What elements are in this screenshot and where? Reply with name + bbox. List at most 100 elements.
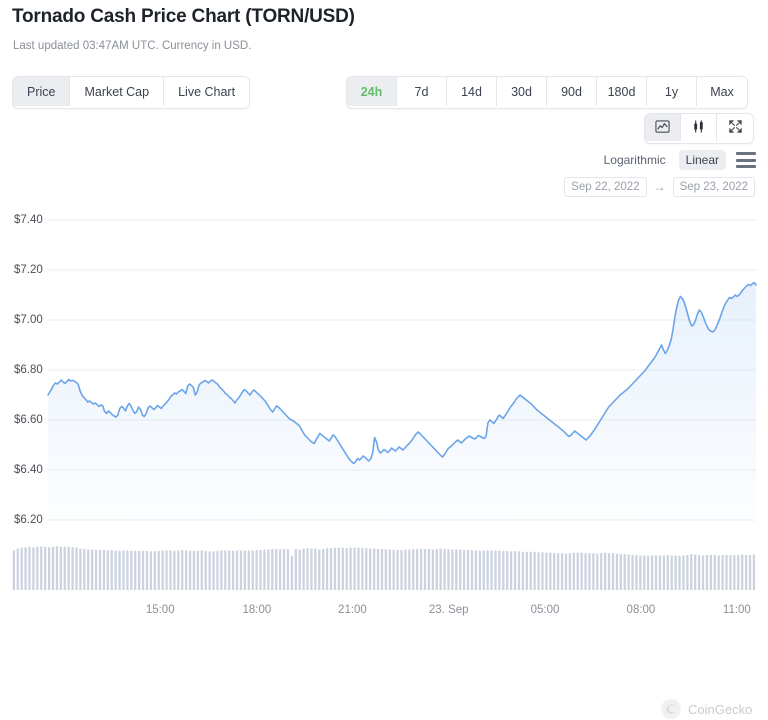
navigator-bar [619, 554, 622, 590]
navigator-bar [674, 555, 677, 590]
range-14d[interactable]: 14d [447, 77, 497, 106]
navigator-bar [423, 549, 427, 590]
navigator-bar [157, 550, 160, 590]
navigator-bar [392, 549, 395, 590]
navigator-bar [470, 550, 474, 590]
date-range-picker[interactable]: Sep 22, 2022 → Sep 23, 2022 [564, 177, 755, 197]
navigator-bar [459, 549, 462, 590]
navigator-bar [490, 550, 493, 590]
navigator-bar [611, 553, 615, 590]
navigator-bar [486, 550, 489, 590]
candlestick-chart-icon[interactable] [681, 114, 717, 141]
navigator-bar [353, 547, 356, 590]
navigator-bar [329, 548, 333, 590]
navigator-bar [16, 548, 19, 590]
tab-price[interactable]: Price [13, 77, 71, 106]
y-axis-tick-label: $6.40 [14, 464, 43, 476]
navigator-bar [94, 549, 98, 590]
navigator-bar [400, 549, 403, 590]
chart-range-navigator[interactable] [12, 544, 756, 590]
navigator-bar [263, 549, 266, 590]
chart-type-buttons[interactable] [644, 113, 754, 144]
navigator-bar [682, 555, 685, 590]
navigator-bar [482, 550, 485, 590]
chart-metric-tabs[interactable]: Price Market Cap Live Chart [12, 76, 251, 109]
navigator-bar [631, 555, 634, 590]
navigator-bar [67, 546, 70, 590]
date-to-input[interactable]: Sep 23, 2022 [672, 177, 755, 197]
range-30d[interactable]: 30d [497, 77, 547, 106]
navigator-bar [231, 550, 235, 590]
navigator-bar [639, 555, 642, 590]
navigator-bar [294, 549, 297, 590]
navigator-bar [541, 552, 544, 590]
navigator-bar [576, 552, 579, 590]
navigator-bar [196, 550, 200, 590]
navigator-bar [596, 553, 599, 590]
navigator-bar [24, 547, 27, 590]
navigator-bar [560, 553, 564, 590]
navigator-bar [494, 550, 497, 590]
navigator-bar [521, 551, 525, 590]
range-max[interactable]: Max [697, 77, 747, 106]
navigator-bar [122, 550, 125, 590]
range-7d[interactable]: 7d [397, 77, 447, 106]
range-180d[interactable]: 180d [597, 77, 647, 106]
navigator-bar [83, 549, 86, 590]
date-from-input[interactable]: Sep 22, 2022 [564, 177, 647, 197]
navigator-bar [325, 548, 329, 590]
navigator-bar [580, 552, 583, 590]
navigator-bar [435, 549, 438, 590]
navigator-bar [341, 547, 344, 590]
navigator-bar [243, 550, 247, 590]
navigator-bar [654, 555, 658, 590]
navigator-bar [678, 555, 681, 590]
navigator-bar [466, 549, 470, 590]
navigator-bar [365, 548, 368, 590]
navigator-bar [204, 550, 207, 590]
tab-live-chart[interactable]: Live Chart [164, 77, 250, 106]
navigator-bar [138, 550, 141, 590]
tab-market-cap[interactable]: Market Cap [70, 77, 165, 106]
range-24h[interactable]: 24h [347, 77, 397, 106]
price-line-plot[interactable] [0, 205, 768, 535]
navigator-bar [200, 550, 203, 590]
navigator-bar [216, 550, 219, 590]
navigator-bar [662, 555, 665, 590]
navigator-bar [44, 546, 47, 590]
navigator-bar [220, 550, 223, 590]
navigator-bars[interactable] [12, 544, 756, 590]
navigator-bar [615, 553, 619, 590]
price-chart[interactable]: $7.40 $7.20 $7.00 $6.80 $6.60 $6.40 $6.20 Coin… [0, 205, 768, 719]
candlestick-chart-icon [691, 119, 706, 137]
range-90d[interactable]: 90d [547, 77, 597, 106]
navigator-bar [752, 554, 756, 590]
line-chart-icon[interactable] [645, 114, 681, 141]
scale-controls[interactable]: Logarithmic Linear [597, 150, 756, 170]
time-range-tabs[interactable]: 24h 7d 14d 30d 90d 180d 1y Max [346, 76, 748, 109]
coingecko-logo-icon [661, 699, 681, 719]
range-1y[interactable]: 1y [647, 77, 697, 106]
line-chart-icon [655, 119, 670, 137]
x-axis-tick-label: 11:00 [722, 604, 751, 616]
navigator-bar [506, 550, 509, 590]
navigator-bar [369, 548, 372, 590]
navigator-bar [145, 550, 149, 590]
navigator-bar [208, 551, 211, 590]
scale-option-logarithmic[interactable]: Logarithmic [603, 153, 666, 167]
navigator-bar [478, 550, 481, 590]
scale-option-linear[interactable]: Linear [678, 150, 726, 170]
hamburger-menu-icon[interactable] [732, 152, 756, 168]
navigator-bar [510, 551, 513, 590]
navigator-bar [75, 547, 78, 590]
navigator-bar [212, 551, 215, 590]
navigator-bar [650, 555, 654, 590]
navigator-bar [20, 547, 23, 590]
navigator-bar [267, 549, 270, 590]
y-axis-tick-label: $7.20 [14, 264, 43, 276]
navigator-bar [333, 547, 337, 590]
navigator-bar [165, 550, 168, 590]
price-area-fill [48, 282, 756, 520]
fullscreen-icon[interactable] [717, 114, 753, 141]
navigator-bar [310, 548, 313, 590]
